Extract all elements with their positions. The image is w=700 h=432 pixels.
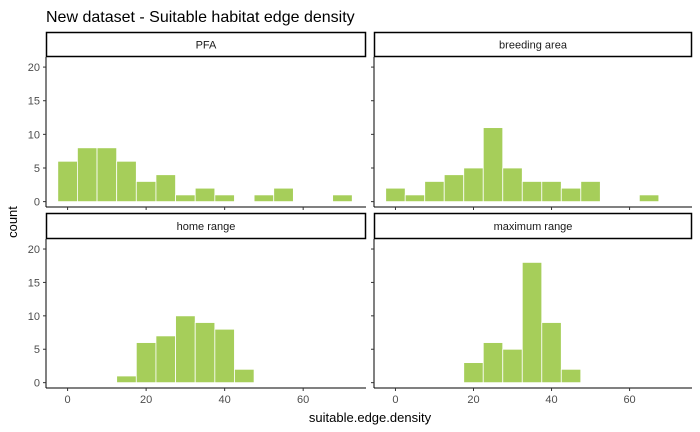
histogram-bar (57, 160, 78, 203)
x-tick-label: 20 (467, 394, 479, 406)
y-tick-label: 5 (34, 344, 40, 356)
y-tick-label: 20 (28, 244, 40, 256)
histogram-bar (560, 187, 582, 203)
x-tick-label: 40 (219, 394, 231, 406)
histogram-bar (463, 167, 484, 203)
histogram-bar (502, 348, 523, 384)
y-tick-label: 0 (34, 197, 40, 209)
facet-breeding-area: breeding area (371, 31, 693, 210)
facet-strip-label: maximum range (494, 221, 573, 233)
y-tick-label: 15 (28, 96, 40, 108)
histogram-bar (541, 181, 562, 203)
y-tick-label: 10 (28, 129, 40, 141)
histogram-bar (443, 174, 465, 203)
histogram-bar (135, 342, 157, 384)
histogram-bar (580, 181, 601, 203)
histogram-bar (234, 368, 255, 384)
histogram-bar (463, 362, 484, 384)
x-tick-label: 20 (140, 394, 152, 406)
facet-home-range: home range 0 5 10 15 20 0 20 40 60 (28, 212, 367, 406)
y-tick-label: 5 (34, 163, 40, 175)
histogram-bar (424, 181, 445, 203)
facet-strip (45, 212, 367, 240)
histogram-bar (253, 194, 275, 203)
x-tick-label: 60 (297, 394, 309, 406)
x-tick-label: 40 (545, 394, 557, 406)
facet-panels: PFA 0 5 10 15 20 breeding area home range 0 5 10 15… (28, 31, 693, 406)
y-tick-label: 0 (34, 378, 40, 390)
y-tick-label: 20 (28, 62, 40, 74)
y-tick-label: 10 (28, 311, 40, 323)
histogram-bar (482, 127, 504, 203)
histogram-bar (77, 147, 98, 203)
histogram-bar (502, 167, 523, 203)
histogram-bar (96, 147, 118, 203)
histogram-bar (521, 181, 543, 203)
histogram-bar (194, 322, 216, 384)
histogram-bar (638, 194, 660, 203)
x-tick-label: 0 (392, 394, 398, 406)
histogram-bar (194, 187, 216, 203)
facet-strip (373, 31, 693, 58)
facet-strip-label: home range (177, 221, 236, 233)
facet-strip (373, 212, 693, 240)
histogram-bar (214, 194, 235, 203)
facet-strip-label: PFA (196, 40, 217, 52)
facet-strip-label: breeding area (499, 40, 568, 52)
y-tick-label: 15 (28, 277, 40, 289)
chart-title: New dataset - Suitable habitat edge dens… (46, 9, 355, 26)
histogram-bar (385, 187, 406, 203)
histogram-bar (482, 342, 504, 384)
facet-strip (45, 31, 367, 58)
histogram-bar (332, 194, 353, 203)
histogram-bar (404, 194, 426, 203)
histogram-bar (521, 261, 543, 384)
histogram-bar (560, 368, 582, 384)
facet-pfa: PFA 0 5 10 15 20 (28, 31, 367, 210)
facet-maximum-range: maximum range 0 20 40 60 (371, 212, 693, 406)
histogram-bar (541, 322, 562, 384)
x-tick-label: 60 (623, 394, 635, 406)
histogram-bar (273, 187, 294, 203)
histogram-bar (175, 315, 196, 384)
histogram-bar (116, 160, 137, 203)
x-axis-title: suitable.edge.density (309, 410, 432, 425)
histogram-bar (155, 335, 176, 384)
histogram-bar (135, 181, 157, 203)
x-tick-label: 0 (65, 394, 71, 406)
histogram-bar (116, 375, 137, 384)
y-axis-title: count (5, 206, 20, 238)
histogram-bar (214, 328, 235, 384)
histogram-bar (175, 194, 196, 203)
histogram-bar (155, 174, 176, 203)
